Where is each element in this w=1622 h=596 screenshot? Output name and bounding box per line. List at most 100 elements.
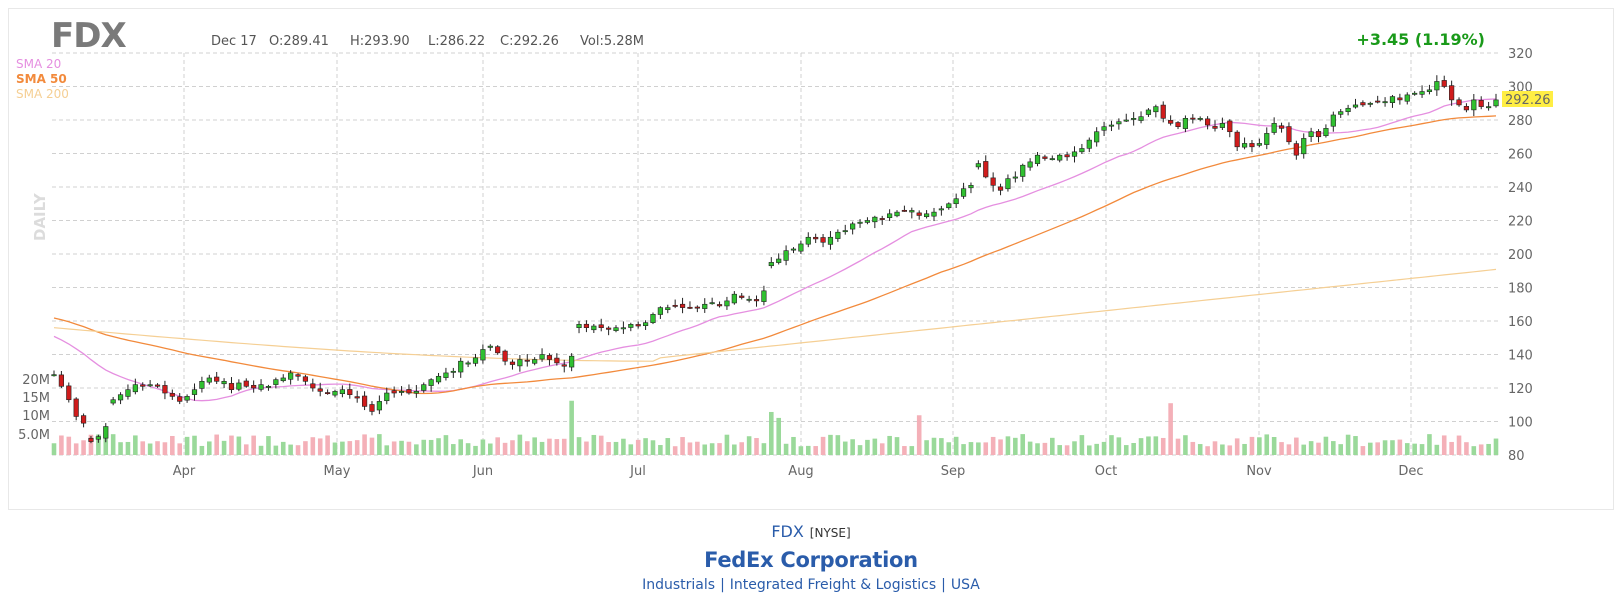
y-tick-label: 140 bbox=[1508, 349, 1533, 364]
volume-bar bbox=[488, 443, 493, 455]
candle-body bbox=[88, 437, 94, 442]
last-price-highlight bbox=[1502, 91, 1553, 107]
candle-body bbox=[391, 390, 397, 394]
candle-body bbox=[288, 372, 294, 380]
volume-bar bbox=[1116, 437, 1122, 455]
footer-ticker[interactable]: FDX bbox=[771, 522, 804, 541]
volume-bar bbox=[125, 441, 131, 455]
candle-body bbox=[465, 362, 471, 365]
volume-bar bbox=[1404, 443, 1410, 455]
volume-bar bbox=[133, 435, 138, 455]
volume-bar bbox=[1146, 436, 1151, 455]
volume-bar bbox=[443, 435, 449, 455]
candle-body bbox=[1293, 143, 1299, 156]
volume-bar bbox=[1390, 440, 1395, 455]
volume-bar bbox=[1301, 444, 1307, 455]
volume-bar bbox=[672, 446, 678, 455]
volume-bar bbox=[236, 436, 242, 455]
footer-sector[interactable]: Industrials bbox=[642, 577, 716, 593]
candle-body bbox=[1249, 143, 1255, 148]
candle-body bbox=[58, 374, 64, 387]
volume-bar bbox=[81, 440, 86, 455]
candle-body bbox=[1412, 92, 1418, 95]
volume-bar bbox=[939, 438, 944, 455]
candle-body bbox=[458, 360, 464, 373]
candle-body bbox=[687, 306, 693, 309]
volume-bar bbox=[1353, 436, 1358, 455]
candle-body bbox=[798, 243, 804, 252]
candle-body bbox=[1116, 121, 1122, 125]
candle-body bbox=[1123, 119, 1129, 122]
candle-body bbox=[221, 380, 227, 385]
candle-layer bbox=[51, 75, 1499, 444]
volume-bar bbox=[813, 446, 818, 455]
volume-bar bbox=[88, 434, 94, 455]
candle-body bbox=[273, 379, 279, 385]
candle-body bbox=[1227, 120, 1233, 133]
volume-bar bbox=[1456, 435, 1462, 455]
legend-sma50: SMA 50 bbox=[16, 72, 67, 86]
volume-bar bbox=[384, 445, 390, 455]
volume-bar bbox=[702, 444, 708, 455]
volume-bar bbox=[1057, 445, 1062, 455]
volume-bar bbox=[680, 437, 685, 455]
candle-body bbox=[1071, 151, 1078, 157]
volume-bar bbox=[1486, 443, 1491, 455]
candle-body bbox=[879, 218, 885, 220]
candle-body bbox=[850, 223, 856, 230]
footer-country[interactable]: USA bbox=[950, 577, 980, 593]
candle-body bbox=[428, 379, 434, 386]
candle-body bbox=[583, 323, 590, 328]
candle-body bbox=[887, 213, 893, 219]
candle-body bbox=[938, 208, 944, 211]
candle-body bbox=[1449, 85, 1455, 101]
volume-bar bbox=[1279, 442, 1284, 455]
candle-body bbox=[480, 349, 486, 361]
candle-body bbox=[776, 258, 782, 263]
candle-body bbox=[1241, 143, 1248, 148]
candle-body bbox=[265, 386, 272, 388]
volume-bar bbox=[805, 445, 811, 455]
volume-bar bbox=[1308, 441, 1314, 455]
candle-body bbox=[1478, 100, 1484, 107]
candle-body bbox=[398, 391, 405, 393]
candle-body bbox=[162, 385, 168, 394]
volume-bar bbox=[473, 445, 478, 455]
volume-bar bbox=[576, 437, 582, 455]
y-tick-label: 240 bbox=[1508, 181, 1533, 196]
candle-body bbox=[376, 401, 382, 411]
volume-bar bbox=[783, 443, 789, 455]
axis-layer: 32030028026024022020018016014012010080Ap… bbox=[18, 47, 1533, 479]
y-tick-label: 320 bbox=[1508, 47, 1533, 62]
candle-body bbox=[1205, 118, 1211, 126]
volume-bar bbox=[1471, 446, 1477, 455]
legend-sma200: SMA 200 bbox=[16, 87, 69, 101]
candle-body bbox=[1190, 117, 1196, 120]
footer-industry[interactable]: Integrated Freight & Logistics bbox=[729, 577, 937, 593]
volume-bar bbox=[1249, 436, 1255, 455]
volume-bar bbox=[332, 442, 338, 455]
candle-body bbox=[561, 364, 567, 367]
sma200-line bbox=[53, 268, 1497, 362]
x-tick-label: Oct bbox=[1095, 464, 1117, 479]
volume-bar bbox=[643, 438, 648, 455]
candle-body bbox=[384, 392, 390, 402]
candle-body bbox=[739, 295, 745, 298]
candle-body bbox=[80, 415, 87, 424]
volume-bar bbox=[561, 438, 567, 455]
footer-company-name[interactable]: FedEx Corporation bbox=[704, 548, 918, 572]
candle-body bbox=[443, 372, 449, 378]
candle-body bbox=[280, 377, 286, 382]
candle-body bbox=[110, 399, 116, 404]
volume-bar bbox=[140, 441, 146, 455]
volume-bar bbox=[754, 438, 759, 455]
volume-bar bbox=[1360, 446, 1366, 455]
x-tick-label: Apr bbox=[173, 464, 196, 479]
volume-bar bbox=[532, 437, 537, 455]
candle-body bbox=[1404, 94, 1410, 102]
candle-body bbox=[569, 355, 575, 368]
candle-body bbox=[872, 216, 878, 223]
volume-bar bbox=[66, 436, 72, 455]
volume-bar bbox=[177, 443, 183, 455]
candle-body bbox=[1382, 101, 1388, 104]
